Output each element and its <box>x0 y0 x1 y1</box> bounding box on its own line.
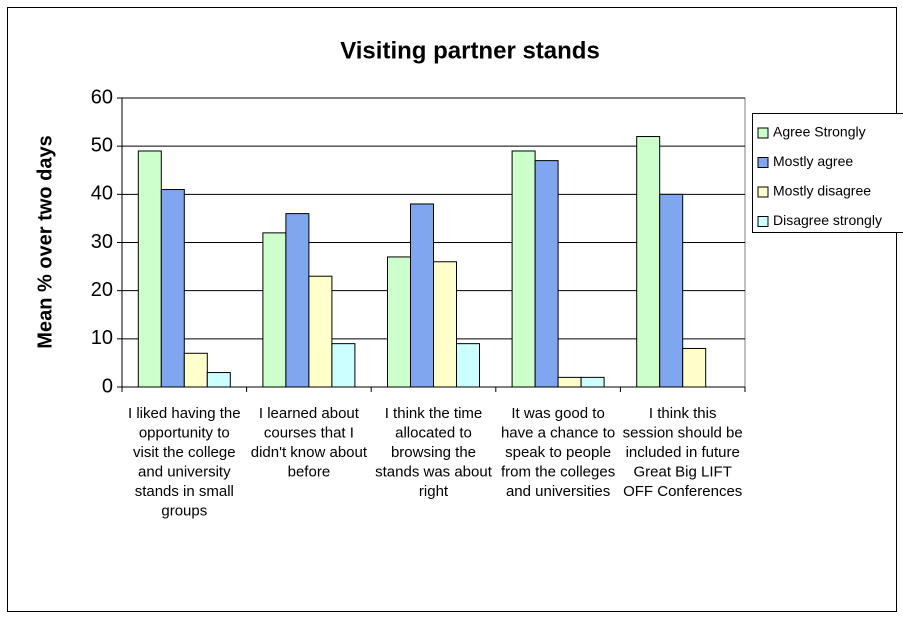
legend-label: Mostly disagree <box>773 183 871 199</box>
chart-title: Visiting partner stands <box>340 37 600 64</box>
bar <box>534 160 559 388</box>
bar <box>331 343 356 388</box>
bar <box>183 352 208 388</box>
legend-label: Disagree strongly <box>773 212 882 228</box>
bar <box>682 347 707 388</box>
legend-swatch <box>757 216 769 227</box>
y-axis-label: Mean % over two days <box>34 135 56 348</box>
legend-swatch <box>757 127 769 139</box>
bar <box>387 256 411 388</box>
bar <box>308 275 333 388</box>
bar <box>511 150 536 388</box>
bar <box>206 372 231 388</box>
y-tick-label: 50 <box>91 134 113 156</box>
y-tick-label: 30 <box>91 231 113 253</box>
bar <box>137 150 162 388</box>
y-tick-label: 10 <box>91 327 113 349</box>
x-tick-label: I think the time allocated to browsing the… <box>375 405 493 500</box>
bar <box>557 376 582 388</box>
bar <box>456 343 480 388</box>
x-tick-label: I think this session should be included in… <box>623 405 743 500</box>
y-tick-label: 0 <box>102 375 113 397</box>
x-tick-label: It was good to have a chance to speak to p… <box>501 405 615 500</box>
legend-box <box>752 113 903 233</box>
bar <box>659 193 684 388</box>
bar <box>160 189 185 388</box>
y-tick-label: 40 <box>91 183 113 205</box>
x-tick-label: I liked having the opportunity to visit th… <box>128 405 241 520</box>
bar <box>262 232 287 388</box>
legend-swatch <box>757 157 769 168</box>
y-tick-label: 60 <box>91 86 113 108</box>
y-tick-label: 20 <box>91 279 113 301</box>
legend-label: Mostly agree <box>773 153 853 169</box>
bar <box>433 261 457 388</box>
bar <box>580 376 605 388</box>
legend-label: Agree Strongly <box>773 124 866 140</box>
legend-swatch <box>757 186 769 198</box>
bar <box>410 203 434 388</box>
bar <box>636 136 661 388</box>
bar <box>285 213 310 388</box>
